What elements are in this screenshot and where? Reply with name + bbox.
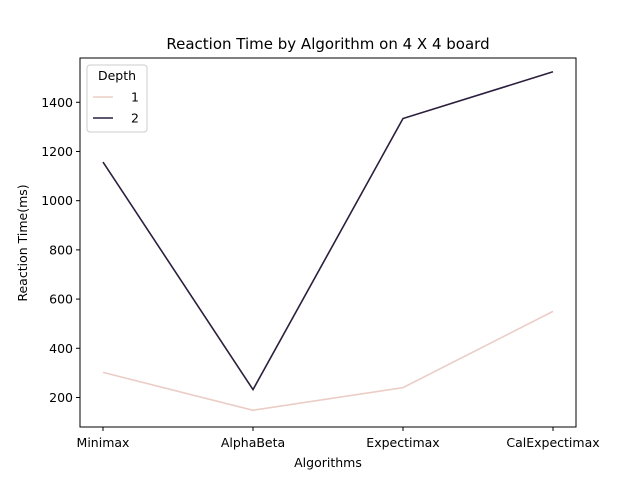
y-axis: 200 400 600 800 1000 1200 1400	[41, 95, 80, 405]
y-tick-label: 800	[49, 242, 73, 257]
y-tick-label: 400	[49, 341, 73, 356]
x-tick-label: CalExpectimax	[506, 435, 599, 450]
series-lines	[102, 71, 554, 412]
legend-box	[86, 64, 148, 133]
plot-area	[79, 57, 577, 428]
legend-label: 1	[131, 90, 139, 105]
y-tick-label: 1200	[41, 144, 73, 159]
legend-label: 2	[131, 111, 139, 126]
x-axis-title: Algorithms	[294, 455, 362, 470]
y-tick-label: 200	[49, 390, 73, 405]
x-tick-label: AlphaBeta	[221, 435, 285, 450]
y-tick-label: 1000	[41, 193, 73, 208]
series-line-depth-1	[102, 310, 554, 412]
x-tick-label: Expectimax	[366, 435, 439, 450]
chart-title: Reaction Time by Algorithm on 4 X 4 boar…	[166, 35, 489, 53]
y-tick-label: 1400	[41, 95, 73, 110]
y-axis-title: Reaction Time(ms)	[15, 184, 30, 301]
x-tick-label: Minimax	[77, 435, 130, 450]
legend: Depth 1 2	[86, 64, 148, 133]
series-line-depth-2	[102, 71, 554, 392]
legend-title: Depth	[98, 68, 136, 83]
x-axis: Minimax AlphaBeta Expectimax CalExpectimax	[77, 427, 600, 450]
y-tick-label: 600	[49, 292, 73, 307]
